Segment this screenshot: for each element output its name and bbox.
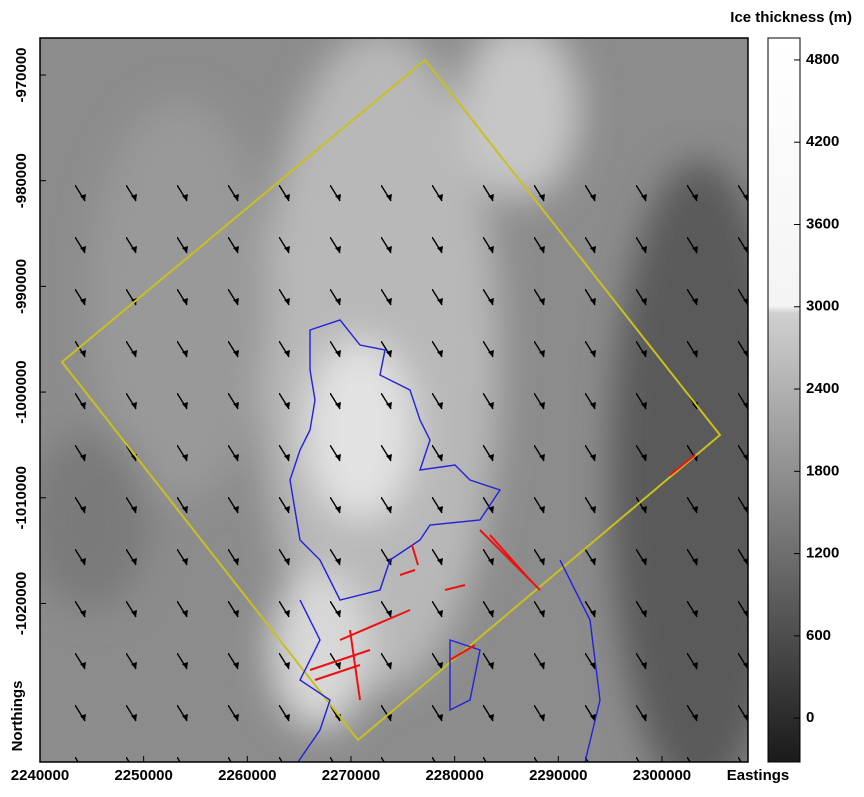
y-tick-label: -980000 [13, 153, 30, 208]
x-tick-label: 2250000 [114, 767, 172, 784]
colorbar-tick-label: 3000 [806, 298, 839, 315]
x-tick-label: 2280000 [425, 767, 483, 784]
colorbar-tick-label: 2400 [806, 380, 839, 397]
x-tick-label: 2300000 [633, 767, 691, 784]
contour-field [40, 38, 748, 762]
plot-frame [39, 37, 749, 763]
colorbar-tick-label: 1800 [806, 462, 839, 479]
colorbar-tick-label: 600 [806, 627, 831, 644]
y-tick-label: -990000 [13, 259, 30, 314]
x-tick-label: 2240000 [11, 767, 69, 784]
x-tick-label: 2290000 [529, 767, 587, 784]
colorbar [767, 37, 801, 763]
colorbar-tick-label: 3600 [806, 215, 839, 232]
y-tick-label: -970000 [13, 47, 30, 102]
colorbar-tick-label: 0 [806, 709, 814, 726]
x-tick-label: 2260000 [218, 767, 276, 784]
colorbar-tick-label: 4800 [806, 51, 839, 68]
y-tick-label: -1020000 [13, 572, 30, 635]
colorbar-label: Ice thickness (m) [730, 9, 852, 26]
colorbar-tick-label: 1200 [806, 545, 839, 562]
y-axis-label: Northings [9, 681, 26, 752]
colorbar-tick-label: 4200 [806, 133, 839, 150]
y-tick-label: -1010000 [13, 466, 30, 529]
x-tick-label: 2270000 [322, 767, 380, 784]
x-axis-label: Eastings [727, 767, 790, 784]
y-tick-label: -1000000 [13, 360, 30, 423]
